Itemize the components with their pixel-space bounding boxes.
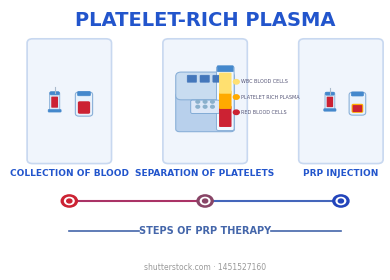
Text: PRP INJECTION: PRP INJECTION [303,169,379,178]
Circle shape [333,195,349,207]
FancyBboxPatch shape [75,92,92,116]
FancyBboxPatch shape [219,106,232,127]
Circle shape [211,105,214,108]
Circle shape [339,199,344,203]
FancyBboxPatch shape [213,75,222,82]
FancyBboxPatch shape [217,66,233,72]
FancyBboxPatch shape [187,75,197,82]
Circle shape [203,100,207,103]
Text: RED BLOOD CELLS: RED BLOOD CELLS [241,110,286,115]
Circle shape [336,197,346,205]
FancyBboxPatch shape [50,92,60,111]
FancyBboxPatch shape [353,105,362,112]
Circle shape [200,197,210,205]
FancyBboxPatch shape [299,39,383,164]
Text: SEPARATION OF PLATELETS: SEPARATION OF PLATELETS [135,169,275,178]
FancyBboxPatch shape [27,39,112,164]
FancyBboxPatch shape [216,66,234,130]
FancyBboxPatch shape [163,39,247,164]
FancyBboxPatch shape [176,72,234,100]
FancyBboxPatch shape [50,92,59,95]
Circle shape [61,195,77,207]
FancyBboxPatch shape [78,92,90,96]
Circle shape [196,100,200,103]
FancyBboxPatch shape [51,97,58,108]
FancyBboxPatch shape [325,92,335,110]
Text: WBC BLOOD CELLS: WBC BLOOD CELLS [241,79,287,84]
Circle shape [211,100,214,103]
FancyBboxPatch shape [219,73,232,94]
FancyBboxPatch shape [48,109,61,112]
Text: STEPS OF PRP THERAPY: STEPS OF PRP THERAPY [139,227,271,237]
FancyBboxPatch shape [351,104,363,113]
Circle shape [197,195,213,207]
FancyBboxPatch shape [200,75,209,82]
Text: shutterstock.com · 1451527160: shutterstock.com · 1451527160 [144,263,266,272]
Circle shape [196,105,200,108]
Circle shape [233,80,239,84]
Circle shape [202,199,207,203]
Circle shape [67,199,72,203]
FancyBboxPatch shape [191,100,220,113]
Circle shape [64,197,74,205]
Circle shape [203,105,207,108]
Text: COLLECTION OF BLOOD: COLLECTION OF BLOOD [10,169,129,178]
Circle shape [233,95,239,99]
FancyBboxPatch shape [325,92,334,95]
FancyBboxPatch shape [219,91,232,109]
FancyBboxPatch shape [176,93,234,132]
FancyBboxPatch shape [351,92,363,96]
FancyBboxPatch shape [78,101,90,114]
Circle shape [233,110,239,115]
FancyBboxPatch shape [327,97,333,107]
Text: PLATELET-RICH PLASMA: PLATELET-RICH PLASMA [75,11,335,30]
FancyBboxPatch shape [349,92,366,115]
Text: PLATELET RICH PLASMA: PLATELET RICH PLASMA [241,95,300,99]
FancyBboxPatch shape [324,109,336,111]
